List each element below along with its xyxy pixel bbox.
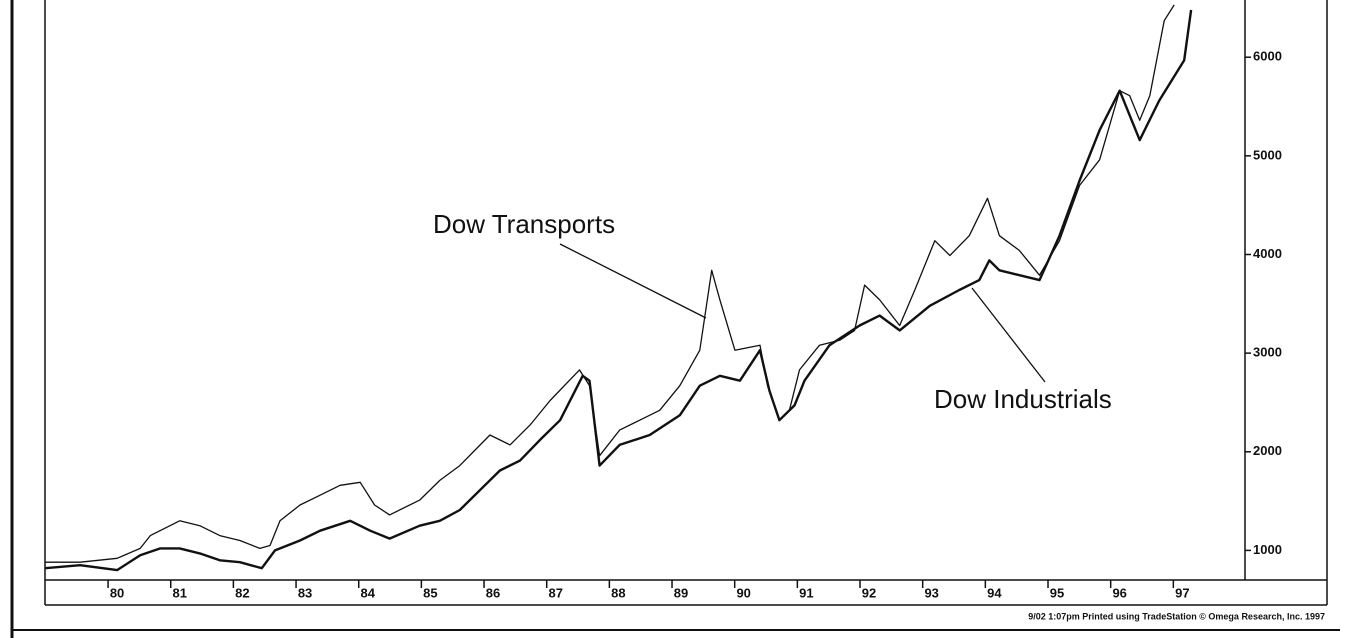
- x-tick-label: 82: [235, 585, 249, 600]
- x-tick-label: 91: [799, 585, 813, 600]
- x-tick-label: 97: [1175, 585, 1189, 600]
- y-tick-label: 1000: [1253, 542, 1282, 557]
- x-tick-label: 86: [486, 585, 500, 600]
- series-line: [45, 4, 1175, 563]
- plot-area: [45, 4, 1193, 572]
- y-tick-label: 2000: [1253, 443, 1282, 458]
- x-tick-label: 89: [674, 585, 688, 600]
- annotation: Dow Industrials: [934, 384, 1112, 414]
- y-tick-label: 5000: [1253, 147, 1282, 162]
- annotation-leader: [559, 243, 707, 319]
- x-tick-label: 83: [298, 585, 312, 600]
- x-tick-label: 96: [1112, 585, 1126, 600]
- annotation-leader: [971, 287, 1046, 383]
- x-tick-label: 81: [172, 585, 186, 600]
- frame: [10, 0, 1340, 638]
- x-tick-label: 95: [1050, 585, 1064, 600]
- footer: 9/02 1:07pm Printed using TradeStation ©…: [1028, 611, 1325, 621]
- x-tick-label: 90: [736, 585, 750, 600]
- y-tick-label: 3000: [1253, 345, 1282, 360]
- x-tick-label: 80: [110, 585, 124, 600]
- x-tick-label: 84: [360, 585, 375, 600]
- x-tick-label: 94: [987, 585, 1002, 600]
- x-tick-label: 87: [548, 585, 562, 600]
- x-tick-label: 88: [611, 585, 625, 600]
- x-tick-label: 85: [423, 585, 437, 600]
- annotation: Dow Transports: [433, 209, 615, 239]
- y-tick-label: 6000: [1253, 49, 1282, 64]
- series-line: [45, 9, 1193, 572]
- x-tick-label: 93: [924, 585, 938, 600]
- x-tick-label: 92: [862, 585, 876, 600]
- y-tick-label: 4000: [1253, 246, 1282, 261]
